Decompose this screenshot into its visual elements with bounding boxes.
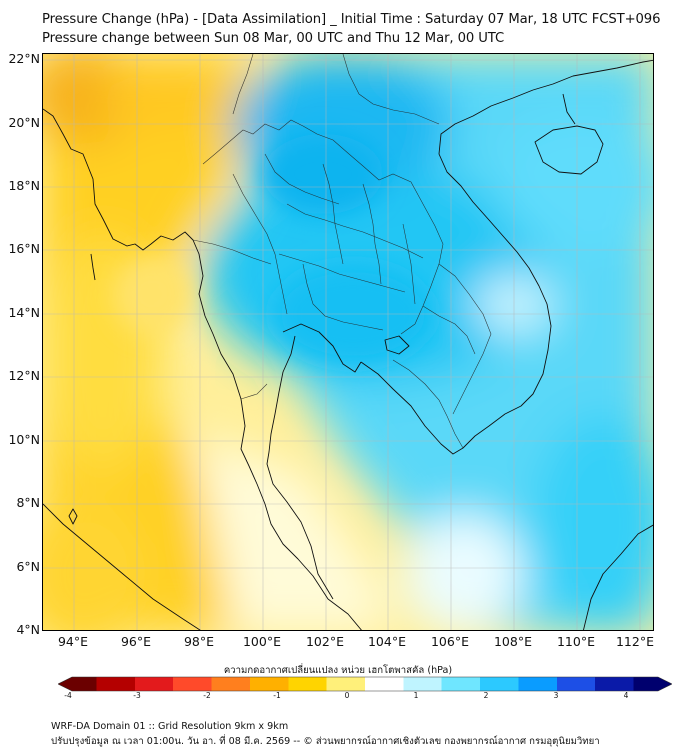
pressure-change-map [42, 53, 654, 631]
lon-tick: 94°E [57, 634, 89, 649]
lat-tick: 18°N [8, 178, 40, 193]
colorbar-tick: 4 [623, 691, 629, 700]
lat-tick: 4°N [16, 622, 40, 637]
colorbar [58, 676, 672, 692]
lon-tick: 100°E [242, 634, 281, 649]
colorbar-tick: -1 [273, 691, 281, 700]
colorbar-tick: 3 [553, 691, 559, 700]
colorbar-tick: 1 [413, 691, 419, 700]
lat-tick: 20°N [8, 115, 40, 130]
lon-tick: 108°E [493, 634, 532, 649]
colorbar-bar [58, 676, 672, 692]
map-canvas [43, 54, 653, 630]
lon-tick: 96°E [120, 634, 152, 649]
lat-tick: 22°N [8, 51, 40, 66]
borders [192, 54, 492, 449]
lat-tick: 16°N [8, 241, 40, 256]
lon-tick: 106°E [430, 634, 469, 649]
lon-tick: 102°E [305, 634, 344, 649]
lon-tick: 104°E [367, 634, 406, 649]
lat-tick: 6°N [16, 559, 40, 574]
colorbar-tick: 2 [483, 691, 489, 700]
colorbar-tick: -3 [133, 691, 141, 700]
lat-tick: 8°N [16, 495, 40, 510]
colorbar-tick: 0 [344, 691, 350, 700]
lat-tick: 12°N [8, 368, 40, 383]
colorbar-title: ความกดอากาศเปลี่ยนแปลง หน่วย เฮกโตพาสคัล… [223, 665, 453, 676]
footer-update-credit: ปรับปรุงข้อมูล ณ เวลา 01:00น. วัน อา. ที… [51, 736, 600, 747]
lat-tick: 10°N [8, 432, 40, 447]
lon-tick: 98°E [183, 634, 215, 649]
footer-model-info: WRF-DA Domain 01 :: Grid Resolution 9km … [51, 721, 289, 732]
lon-tick: 110°E [556, 634, 595, 649]
title-line-2: Pressure change between Sun 08 Mar, 00 U… [42, 31, 505, 46]
gridlines [43, 54, 653, 630]
coastlines [43, 59, 653, 630]
colorbar-tick: -4 [64, 691, 72, 700]
lon-tick: 112°E [615, 634, 654, 649]
title-line-1: Pressure Change (hPa) - [Data Assimilati… [42, 12, 661, 27]
lat-tick: 14°N [8, 305, 40, 320]
colorbar-tick: -2 [203, 691, 211, 700]
